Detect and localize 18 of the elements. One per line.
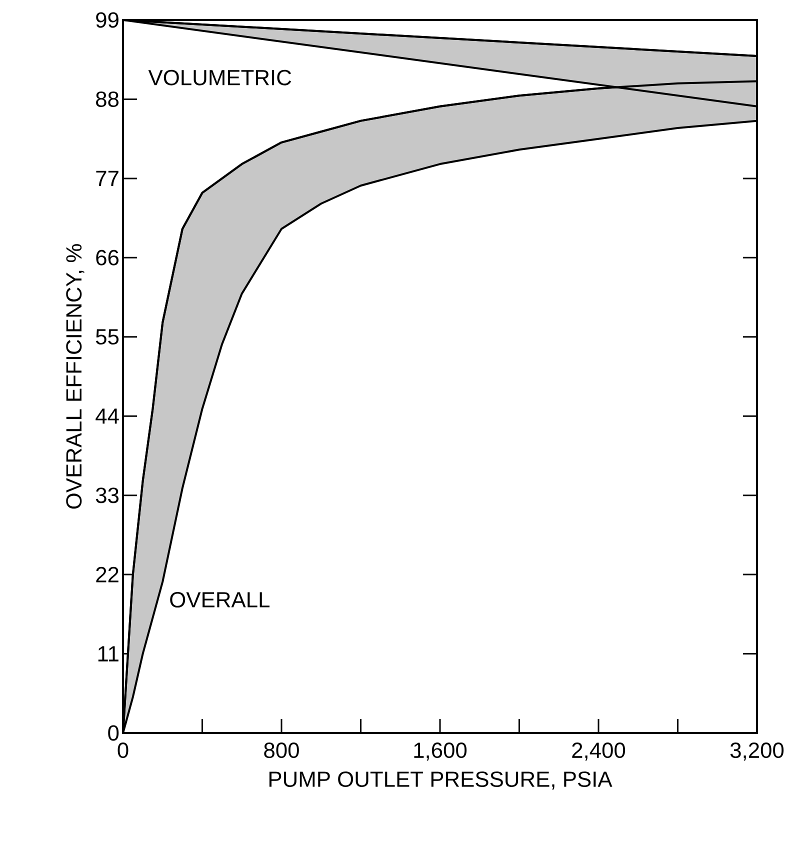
y-tick-label: 77 — [96, 170, 118, 186]
y-tick-label: 33 — [96, 488, 119, 504]
x-axis-title: PUMP OUTLET PRESSURE, PSIA — [269, 771, 612, 790]
y-tick-label: 66 — [96, 250, 119, 266]
y-tick-label: 0 — [108, 725, 119, 741]
x-tick-label: 3,200 — [730, 742, 784, 761]
series-label: OVERALL — [170, 592, 270, 608]
x-tick-label: 800 — [264, 742, 299, 758]
y-axis-title: OVERALL EFFICIENCY, % — [66, 244, 84, 509]
series-label: VOLUMETRIC — [148, 70, 292, 86]
y-tick-label: 55 — [96, 329, 119, 345]
y-tick-label: 22 — [96, 566, 118, 582]
y-tick-label: 99 — [96, 12, 118, 28]
y-tick-label: 88 — [96, 91, 119, 107]
y-tick-label: 11 — [98, 646, 118, 662]
x-tick-label: 2,400 — [572, 742, 626, 761]
x-tick-label: 1,600 — [414, 742, 467, 761]
y-tick-label: 44 — [96, 408, 119, 424]
